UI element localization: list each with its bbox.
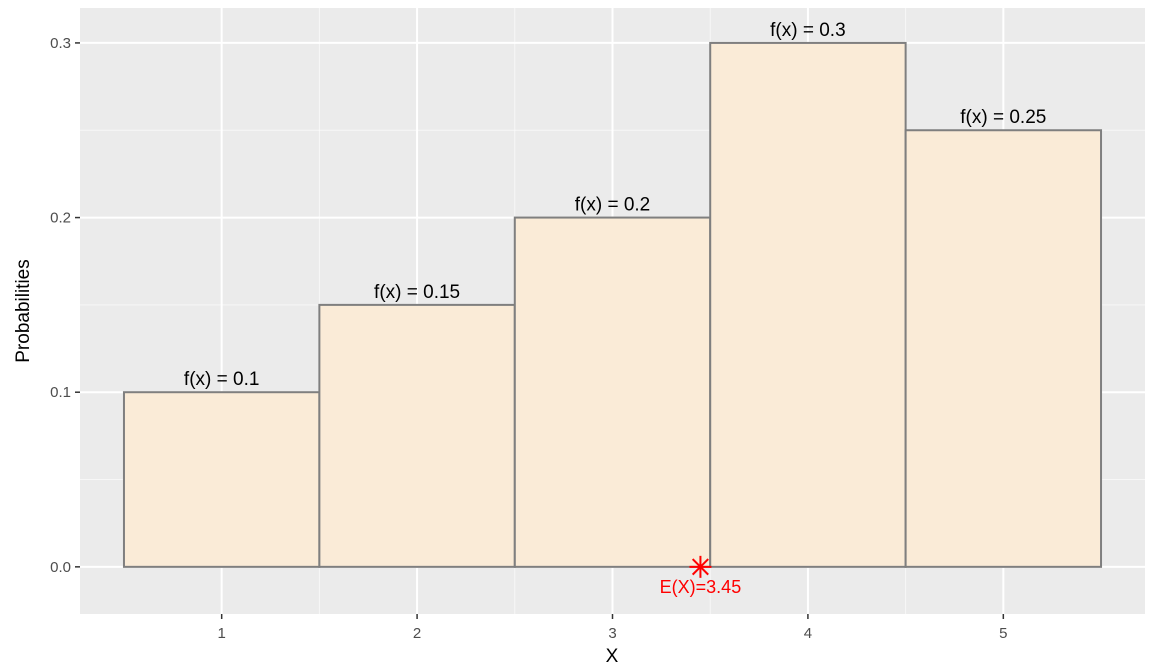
bar bbox=[709, 41, 907, 568]
bar-label: f(x) = 0.1 bbox=[184, 369, 260, 390]
bar bbox=[904, 129, 1103, 568]
bar-label: f(x) = 0.2 bbox=[575, 195, 651, 216]
bar bbox=[122, 391, 321, 568]
x-axis: 1 2 3 4 5 bbox=[218, 614, 1007, 642]
y-tick-label: 0.0 bbox=[50, 559, 71, 576]
y-tick-label: 0.3 bbox=[50, 35, 71, 52]
y-tick-label: 0.2 bbox=[50, 210, 71, 227]
expected-value-annotation: E(X)=3.45 bbox=[660, 555, 742, 597]
bars bbox=[122, 41, 1103, 568]
expected-value-label: E(X)=3.45 bbox=[660, 577, 742, 597]
bar-labels: f(x) = 0.1 f(x) = 0.15 f(x) = 0.2 f(x) = 0.… bbox=[184, 20, 1046, 390]
bar-label: f(x) = 0.3 bbox=[770, 20, 846, 41]
bar bbox=[318, 303, 516, 568]
bar bbox=[513, 216, 712, 568]
bar-label: f(x) = 0.25 bbox=[960, 107, 1046, 128]
bar-label: f(x) = 0.15 bbox=[374, 282, 460, 303]
x-tick-label: 3 bbox=[608, 625, 616, 642]
y-axis: 0.0 0.1 0.2 0.3 bbox=[50, 35, 80, 576]
x-tick-label: 4 bbox=[804, 625, 812, 642]
expected-value-marker bbox=[689, 555, 712, 578]
x-tick-label: 2 bbox=[413, 625, 421, 642]
y-axis-title: Probabilities bbox=[13, 259, 34, 363]
x-tick-label: 5 bbox=[999, 625, 1007, 642]
x-tick-label: 1 bbox=[218, 625, 226, 642]
y-tick-label: 0.1 bbox=[50, 384, 71, 401]
x-axis-title: X bbox=[606, 646, 619, 667]
marker-stroke bbox=[691, 558, 709, 576]
